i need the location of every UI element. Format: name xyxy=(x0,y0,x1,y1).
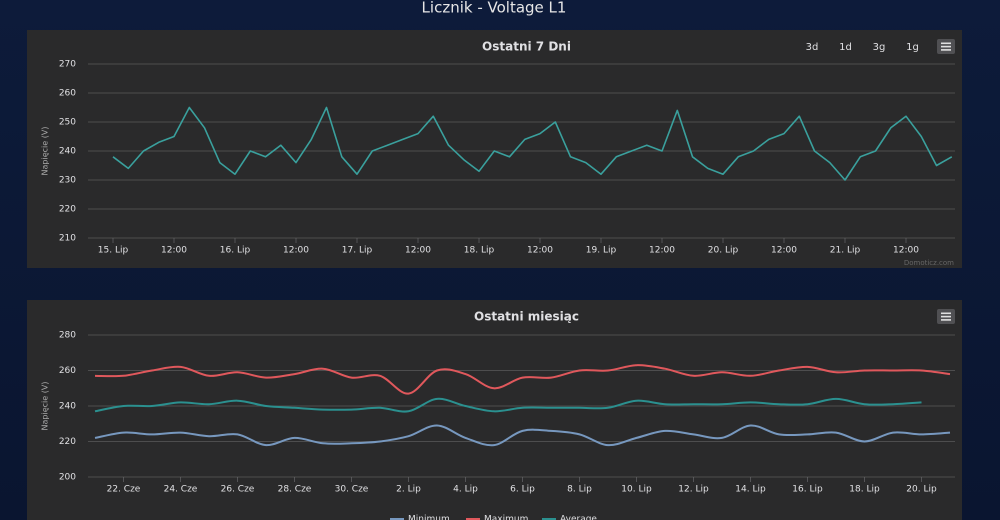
legend-label: Maximum xyxy=(484,515,528,520)
y-tick-label: 240 xyxy=(59,402,76,412)
range-button[interactable]: 3g xyxy=(873,42,886,53)
y-tick-label: 200 xyxy=(59,473,76,483)
x-tick-label: 12. Lip xyxy=(678,485,709,495)
y-tick-label: 210 xyxy=(59,234,76,244)
page-title: Licznik - Voltage L1 xyxy=(422,0,567,17)
legend-label: Average xyxy=(560,515,597,520)
range-button[interactable]: 1d xyxy=(839,42,852,53)
y-tick-label: 230 xyxy=(59,176,76,186)
x-tick-label: 30. Cze xyxy=(335,485,369,495)
menu-icon-bar xyxy=(941,315,951,318)
menu-icon-bar xyxy=(941,49,951,51)
x-tick-label: 16. Lip xyxy=(220,246,251,256)
y-axis-label: Napięcie (V) xyxy=(41,382,50,431)
series-line xyxy=(94,397,922,413)
range-button[interactable]: 3d xyxy=(806,42,819,53)
x-tick-label: 18. Lip xyxy=(849,485,880,495)
x-tick-label: 6. Lip xyxy=(510,485,535,495)
x-tick-label: 28. Cze xyxy=(278,485,312,495)
x-tick-label: 12:00 xyxy=(161,246,187,256)
menu-icon-bar xyxy=(941,319,951,321)
x-tick-label: 18. Lip xyxy=(464,246,495,256)
chart-title: Ostatni 7 Dni xyxy=(482,40,571,54)
x-tick-label: 10. Lip xyxy=(621,485,652,495)
x-tick-label: 12:00 xyxy=(283,246,309,256)
x-tick-label: 2. Lip xyxy=(396,485,421,495)
x-tick-label: 12:00 xyxy=(405,246,431,256)
chart-panel xyxy=(27,300,962,520)
x-tick-label: 12:00 xyxy=(771,246,797,256)
legend-label: Minimum xyxy=(408,515,450,520)
x-tick-label: 12:00 xyxy=(527,246,553,256)
chart-panel xyxy=(27,30,962,268)
y-tick-label: 220 xyxy=(59,205,76,215)
series-line xyxy=(94,364,951,395)
y-tick-label: 240 xyxy=(59,147,76,157)
x-tick-label: 15. Lip xyxy=(98,246,129,256)
menu-icon-bar xyxy=(941,312,951,315)
series-line xyxy=(112,106,953,181)
series-line xyxy=(94,424,951,447)
y-tick-label: 270 xyxy=(59,60,76,70)
y-tick-label: 280 xyxy=(59,331,76,341)
x-tick-label: 22. Cze xyxy=(107,485,141,495)
credits: Domoticz.com xyxy=(904,259,954,267)
y-tick-label: 260 xyxy=(59,366,76,376)
menu-icon-bar xyxy=(941,42,951,45)
y-tick-label: 250 xyxy=(59,118,76,128)
x-tick-label: 26. Cze xyxy=(221,485,255,495)
x-tick-label: 12:00 xyxy=(893,246,919,256)
chart-title: Ostatni miesiąc xyxy=(474,310,579,324)
x-tick-label: 8. Lip xyxy=(567,485,592,495)
x-tick-label: 16. Lip xyxy=(792,485,823,495)
x-tick-label: 24. Cze xyxy=(164,485,198,495)
x-tick-label: 4. Lip xyxy=(453,485,478,495)
y-tick-label: 220 xyxy=(59,437,76,447)
range-button[interactable]: 1g xyxy=(906,42,919,53)
y-tick-label: 260 xyxy=(59,89,76,99)
x-tick-label: 20. Lip xyxy=(906,485,937,495)
x-tick-label: 14. Lip xyxy=(735,485,766,495)
x-tick-label: 21. Lip xyxy=(830,246,861,256)
x-tick-label: 20. Lip xyxy=(708,246,739,256)
y-axis-label: Napięcie (V) xyxy=(41,127,50,176)
x-tick-label: 17. Lip xyxy=(342,246,373,256)
menu-icon-bar xyxy=(941,45,951,48)
x-tick-label: 12:00 xyxy=(649,246,675,256)
x-tick-label: 19. Lip xyxy=(586,246,617,256)
